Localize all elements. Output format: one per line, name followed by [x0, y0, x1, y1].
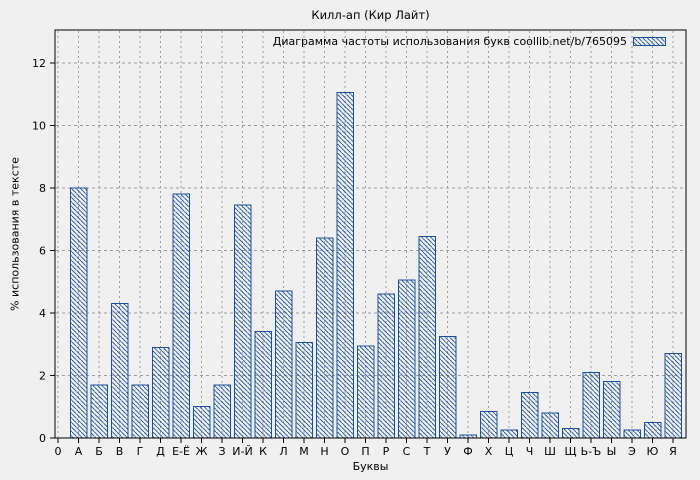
x-tick-label: П: [361, 445, 369, 458]
bar-Д: [151, 346, 170, 439]
bar-Ы: [602, 381, 621, 439]
legend: Диаграмма частоты использования букв coo…: [273, 35, 666, 48]
bar-О: [336, 92, 354, 439]
x-tick-label: Б: [95, 445, 103, 458]
x-tick-label: 0: [55, 445, 62, 458]
bar-Ч: [520, 392, 539, 439]
x-tick-label: С: [403, 445, 411, 458]
legend-hatch-swatch-icon: [633, 37, 666, 46]
bar-С: [397, 279, 416, 439]
x-tick-label: З: [218, 445, 225, 458]
bar-Н: [315, 237, 334, 439]
bar-Ц: [500, 429, 518, 439]
x-tick-label: Т: [423, 445, 431, 458]
y-tick-label: 8: [39, 182, 46, 195]
x-tick-label: Ю: [647, 445, 659, 458]
x-tick-label: Ы: [607, 445, 617, 458]
bar-И-Й: [233, 204, 252, 439]
x-tick-label: И-Й: [232, 445, 252, 458]
x-tick-label: О: [341, 445, 350, 458]
bar-Е-Ё: [172, 193, 190, 439]
y-tick-label: 0: [39, 432, 46, 445]
bar-Р: [377, 293, 395, 439]
x-tick-label: Х: [485, 445, 493, 458]
bar-Ш: [541, 412, 559, 439]
y-tick-label: 2: [39, 369, 46, 382]
y-axis-label: % использования в тексте: [8, 157, 22, 311]
bar-Я: [664, 353, 682, 439]
bar-У: [438, 335, 457, 439]
bar-Г: [131, 384, 149, 439]
x-tick-label: Ш: [544, 445, 556, 458]
x-tick-label: Ь-Ъ: [581, 445, 602, 458]
x-tick-label: Л: [279, 445, 287, 458]
bar-Л: [274, 290, 293, 439]
bar-Щ: [561, 428, 580, 439]
x-tick-label: Ч: [526, 445, 534, 458]
bar-Х: [479, 410, 498, 439]
y-tick-label: 10: [32, 119, 46, 132]
bar-В: [110, 303, 129, 439]
y-tick-label: 4: [39, 307, 46, 320]
bar-П: [356, 345, 375, 439]
x-tick-label: А: [75, 445, 83, 458]
x-tick-label: Н: [320, 445, 328, 458]
y-tick-label: 6: [39, 244, 46, 257]
x-tick-label: Д: [156, 445, 165, 458]
x-tick-label: Г: [137, 445, 144, 458]
bar-Т: [418, 235, 436, 439]
bar-Ж: [192, 406, 211, 439]
y-tick-label: 12: [32, 57, 46, 70]
x-tick-label: Е-Ё: [172, 445, 190, 458]
bar-Б: [90, 384, 108, 439]
bar-Э: [623, 429, 641, 439]
x-axis-label: Буквы: [352, 460, 389, 473]
bar-М: [295, 342, 313, 439]
x-tick-label: В: [116, 445, 124, 458]
x-tick-label: Э: [628, 445, 636, 458]
x-tick-label: Ц: [505, 445, 514, 458]
bar-А: [69, 187, 88, 439]
x-tick-label: Щ: [564, 445, 576, 458]
bar-К: [254, 331, 272, 439]
x-tick-label: Ж: [196, 445, 208, 458]
plot-border: [54, 29, 687, 439]
bar-Ю: [643, 421, 662, 439]
bar-Ь-Ъ: [582, 371, 600, 439]
x-tick-label: Я: [669, 445, 677, 458]
x-tick-label: Р: [383, 445, 390, 458]
chart-title: Килл-ап (Кир Лайт): [311, 8, 430, 22]
legend-label: Диаграмма частоты использования букв coo…: [272, 35, 627, 48]
x-tick-label: К: [259, 445, 267, 458]
x-tick-label: М: [299, 445, 309, 458]
bar-З: [213, 384, 231, 439]
x-tick-label: У: [444, 445, 451, 458]
x-tick-label: Ф: [463, 445, 472, 458]
